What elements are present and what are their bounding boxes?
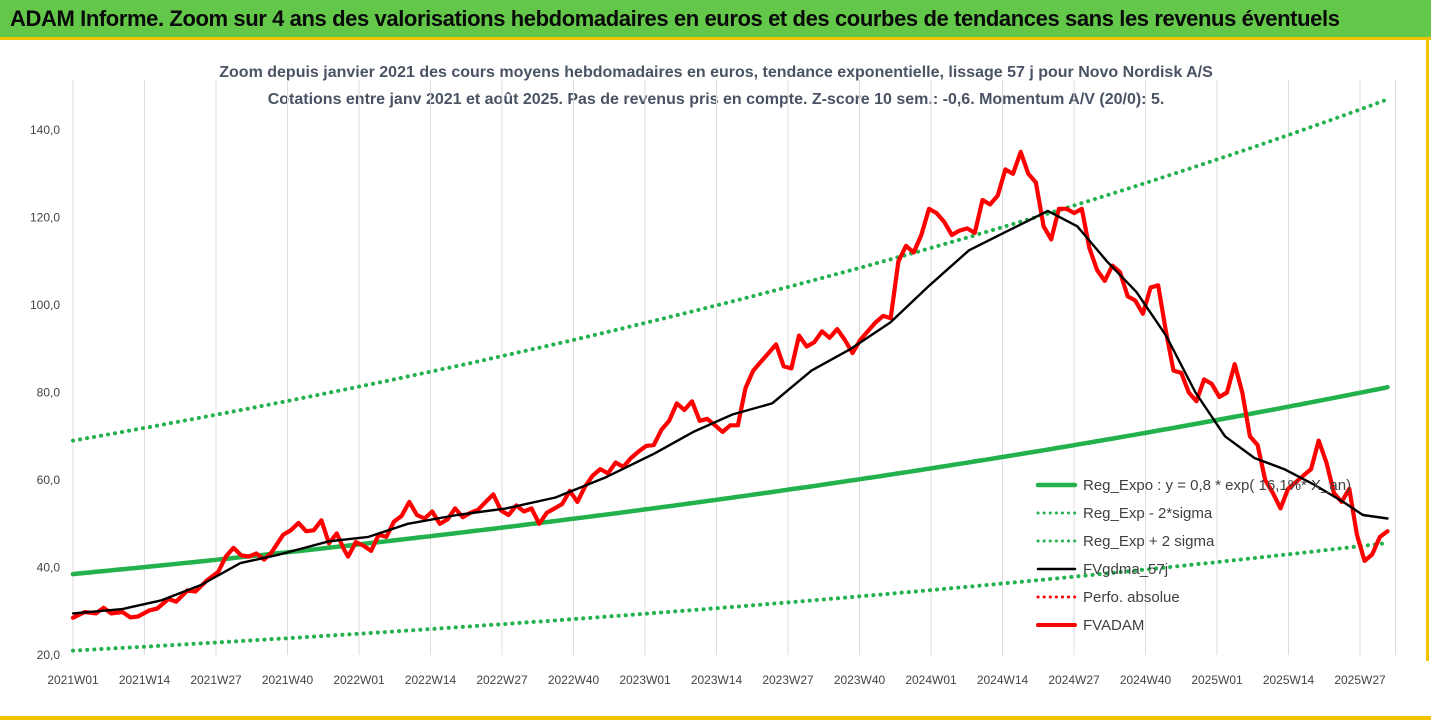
x-tick-label: 2023W14 (691, 673, 743, 687)
legend-label-3[interactable]: FVgdma_57j (1083, 561, 1168, 578)
x-tick-label: 2024W14 (977, 673, 1029, 687)
y-tick-label: 20,0 (37, 648, 61, 662)
y-tick-label: 140,0 (30, 123, 60, 137)
x-tick-label: 2021W27 (190, 673, 242, 687)
y-tick-label: 60,0 (37, 473, 61, 487)
x-tick-label: 2022W14 (405, 673, 457, 687)
chart-title-line-1: Zoom depuis janvier 2021 des cours moyen… (219, 64, 1213, 81)
x-tick-label: 2025W27 (1334, 673, 1386, 687)
report-banner: ADAM Informe. Zoom sur 4 ans des valoris… (0, 0, 1431, 40)
y-tick-label: 40,0 (37, 561, 61, 575)
x-tick-label: 2024W01 (905, 673, 957, 687)
y-tick-label: 80,0 (37, 386, 61, 400)
x-tick-label: 2022W27 (476, 673, 528, 687)
x-tick-label: 2021W40 (262, 673, 314, 687)
x-tick-label: 2024W40 (1120, 673, 1172, 687)
bottom-border-rule (0, 716, 1431, 720)
legend-label-5[interactable]: FVADAM (1083, 617, 1144, 634)
x-tick-label: 2023W27 (762, 673, 814, 687)
banner-title: ADAM Informe. Zoom sur 4 ans des valoris… (10, 6, 1340, 31)
legend-label-2[interactable]: Reg_Exp + 2 sigma (1083, 533, 1215, 550)
x-tick-label: 2023W40 (834, 673, 886, 687)
x-tick-label: 2025W01 (1191, 673, 1243, 687)
right-border-rule (1426, 40, 1429, 661)
legend[interactable]: Reg_Expo : y = 0,8 * exp( 16,1%* X_an) Re… (1035, 477, 1351, 634)
x-tick-label: 2022W01 (333, 673, 385, 687)
series-line-1 (71, 541, 1390, 653)
legend-label-1[interactable]: Reg_Exp - 2*sigma (1083, 505, 1213, 522)
x-axis-ticks: 2021W01 2021W14 2021W27 2021W40 2022W01 2022W… (47, 673, 1386, 687)
legend-label-4[interactable]: Perfo. absolue (1083, 589, 1180, 606)
x-tick-label: 2021W01 (47, 673, 99, 687)
legend-label-0[interactable]: Reg_Expo : y = 0,8 * exp( 16,1%* X_an) (1083, 477, 1351, 494)
y-axis-ticks: 20,0 40,0 60,0 80,0 100,0 120,0 140,0 (30, 123, 60, 662)
series-line-3 (71, 209, 1389, 615)
y-tick-label: 100,0 (30, 298, 60, 312)
series-line-2 (71, 97, 1390, 443)
x-tick-label: 2022W40 (548, 673, 600, 687)
y-tick-label: 120,0 (30, 211, 60, 225)
series-layer (70, 97, 1390, 653)
x-tick-label: 2024W27 (1048, 673, 1100, 687)
x-tick-label: 2021W14 (119, 673, 171, 687)
series-line-5 (70, 149, 1390, 620)
x-tick-label: 2023W01 (619, 673, 671, 687)
x-tick-label: 2025W14 (1263, 673, 1315, 687)
